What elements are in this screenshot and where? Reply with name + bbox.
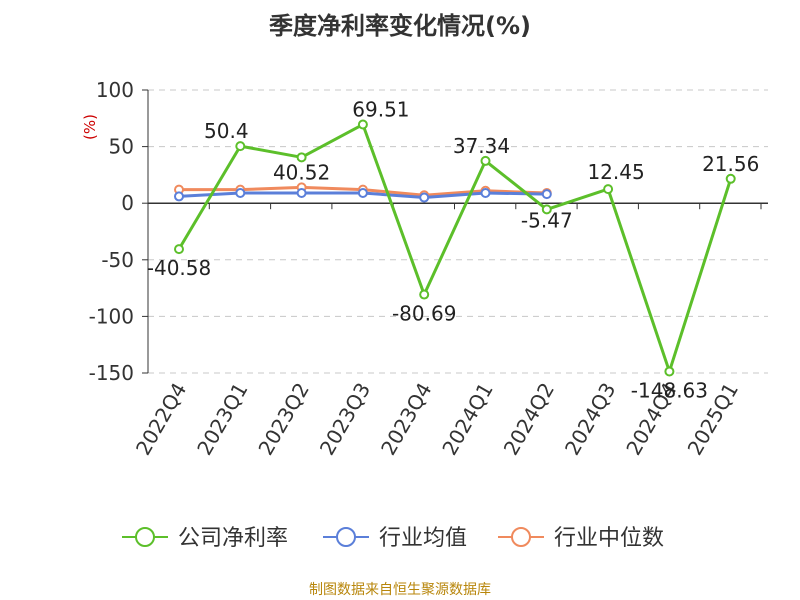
y-tick-label: -50: [101, 248, 134, 272]
data-label: -5.47: [521, 208, 573, 232]
x-tick-label: 2023Q3: [315, 379, 375, 460]
y-tick-label: 50: [109, 135, 134, 159]
legend: 公司净利率 行业均值 行业中位数: [122, 526, 664, 551]
data-label: 37.34: [453, 134, 510, 158]
x-tick-label: 2024Q2: [499, 379, 559, 460]
x-tick-label: 2023Q4: [376, 379, 436, 460]
data-point: [235, 188, 246, 199]
data-point: [480, 188, 491, 199]
data-label: 40.52: [273, 160, 330, 184]
data-label: -80.69: [392, 302, 456, 326]
legend-label: 公司净利率: [178, 526, 288, 551]
y-tick-label: -100: [89, 304, 134, 328]
legend-label: 行业均值: [379, 526, 467, 551]
y-tick-label: 0: [121, 191, 134, 215]
data-label: 50.4: [204, 119, 249, 143]
data-point: [174, 191, 184, 202]
data-point: [603, 184, 614, 195]
y-tick-label: -150: [89, 361, 134, 385]
x-tick-label: 2024Q3: [560, 379, 620, 460]
legend-swatch-marker: [336, 527, 356, 547]
data-point: [480, 155, 491, 166]
x-tick-label: 2022Q4: [131, 379, 191, 460]
x-tick-label: 2024Q1: [437, 379, 497, 460]
data-point: [419, 192, 430, 203]
data-point: [296, 152, 307, 163]
data-point: [419, 289, 430, 300]
data-point: [357, 188, 368, 199]
data-label: -40.58: [147, 256, 211, 280]
series-layer: [174, 119, 736, 377]
label-layer: -40.58 50.4 40.52 69.51 -80.69 37.34 -5.47 12.4…: [147, 98, 760, 403]
y-axis-label: (%): [81, 114, 99, 140]
data-point: [235, 141, 246, 152]
x-tick-label: 2023Q2: [253, 379, 313, 460]
data-label: -148.63: [631, 378, 708, 402]
data-point: [174, 244, 184, 255]
source-note: 制图数据来自恒生聚源数据库: [309, 582, 491, 598]
legend-swatch-marker: [511, 527, 531, 547]
data-point: [725, 173, 736, 184]
data-point: [541, 189, 552, 200]
data-label: 12.45: [587, 160, 644, 184]
x-tick-label: 2023Q1: [192, 379, 252, 460]
data-point: [296, 188, 307, 199]
grid-layer: [148, 89, 768, 374]
legend-swatch-marker: [135, 527, 155, 547]
data-label: 21.56: [702, 152, 759, 176]
data-point: [664, 366, 675, 377]
y-tick-label: 100: [96, 78, 134, 102]
legend-label: 行业中位数: [554, 526, 664, 551]
data-label: 69.51: [352, 98, 409, 122]
data-point: [541, 204, 552, 215]
data-point: [357, 119, 368, 130]
chart-title: 季度净利率变化情况(%): [269, 12, 531, 40]
series-line: [177, 123, 733, 373]
